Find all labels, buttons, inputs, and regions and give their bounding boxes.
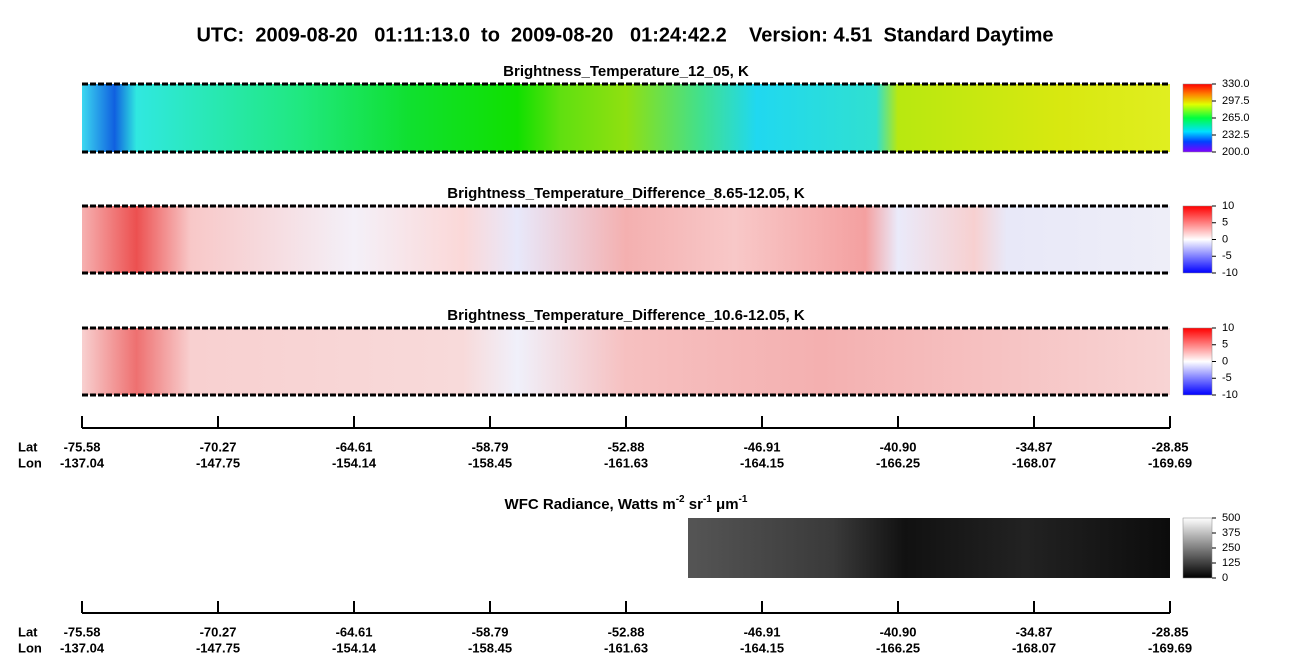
lon-label: -158.45 (468, 640, 512, 655)
colorbar-label: 330.0 (1222, 78, 1250, 90)
lat-label: -46.91 (744, 439, 781, 454)
colorbar-label: 125 (1222, 557, 1240, 569)
lat-label: -52.88 (608, 624, 645, 639)
axis-row-label: Lat (18, 439, 38, 454)
lon-label: -166.25 (876, 640, 920, 655)
page-title: UTC: 2009-08-20 01:11:13.0 to 2009-08-20… (196, 24, 1053, 46)
colorbar-label: 10 (1222, 322, 1234, 334)
lon-label: -168.07 (1012, 455, 1056, 470)
title-part: WFC Radiance, Watts m (505, 496, 676, 513)
lon-label: -154.14 (332, 455, 377, 470)
panel-title: Brightness_Temperature_Difference_8.65-1… (447, 185, 805, 202)
superscript: -2 (676, 494, 685, 505)
lat-label: -58.79 (472, 624, 509, 639)
lat-label: -40.90 (880, 439, 917, 454)
lat-label: -46.91 (744, 624, 781, 639)
colorbar-label: 250 (1222, 542, 1240, 554)
lon-label: -137.04 (60, 640, 105, 655)
lon-label: -164.15 (740, 640, 784, 655)
colorbar-label: 200.0 (1222, 146, 1250, 158)
lon-label: -137.04 (60, 455, 105, 470)
colorbar-label: 265.0 (1222, 112, 1250, 124)
lat-label: -34.87 (1016, 624, 1053, 639)
panel-title: Brightness_Temperature_Difference_10.6-1… (447, 307, 805, 324)
colorbar-label: 5 (1222, 339, 1228, 351)
colorbar-label: 0 (1222, 572, 1228, 584)
axis-row-label: Lat (18, 624, 38, 639)
colorbar-label: 375 (1222, 527, 1240, 539)
lon-label: -169.69 (1148, 455, 1192, 470)
colorbar-label: 500 (1222, 512, 1240, 524)
lat-label: -58.79 (472, 439, 509, 454)
lat-label: -34.87 (1016, 439, 1053, 454)
title-part: μm (712, 496, 739, 513)
panel-title: WFC Radiance, Watts m-2 sr-1 μm-1 (505, 494, 748, 513)
lat-label: -40.90 (880, 624, 917, 639)
image-strip (82, 328, 1170, 395)
colorbar-label: -5 (1222, 250, 1232, 262)
colorbar-label: -5 (1222, 372, 1232, 384)
colorbar-label: 5 (1222, 217, 1228, 229)
lat-label: -64.61 (336, 439, 373, 454)
superscript: -1 (703, 494, 712, 505)
axis-row-label: Lon (18, 640, 42, 655)
lat-label: -28.85 (1152, 439, 1189, 454)
lon-label: -168.07 (1012, 640, 1056, 655)
lon-label: -147.75 (196, 640, 240, 655)
lon-label: -147.75 (196, 455, 240, 470)
lat-label: -64.61 (336, 624, 373, 639)
lat-label: -70.27 (200, 624, 237, 639)
colorbar-label: 10 (1222, 200, 1234, 212)
axis-row-label: Lon (18, 455, 42, 470)
lon-label: -164.15 (740, 455, 784, 470)
lon-label: -154.14 (332, 640, 377, 655)
colorbar (1182, 205, 1213, 274)
lon-label: -161.63 (604, 455, 648, 470)
lat-label: -52.88 (608, 439, 645, 454)
colorbar-label: 0 (1222, 233, 1228, 245)
image-strip (82, 206, 1170, 273)
colorbar (1182, 83, 1213, 153)
panel-title: Brightness_Temperature_12_05, K (503, 63, 749, 80)
lon-label: -158.45 (468, 455, 512, 470)
image-strip (82, 84, 1170, 152)
colorbar (1182, 327, 1213, 396)
superscript: -1 (739, 494, 748, 505)
image-strip (688, 518, 1170, 578)
colorbar-label: 297.5 (1222, 95, 1250, 107)
colorbar (1182, 517, 1213, 579)
lat-label: -28.85 (1152, 624, 1189, 639)
lon-label: -169.69 (1148, 640, 1192, 655)
lat-label: -70.27 (200, 439, 237, 454)
lon-label: -161.63 (604, 640, 648, 655)
colorbar-label: 232.5 (1222, 129, 1250, 141)
title-part: sr (685, 496, 704, 513)
lon-label: -166.25 (876, 455, 920, 470)
colorbar-label: -10 (1222, 267, 1238, 279)
lat-label: -75.58 (64, 624, 101, 639)
colorbar-label: 0 (1222, 355, 1228, 367)
lat-label: -75.58 (64, 439, 101, 454)
colorbar-label: -10 (1222, 389, 1238, 401)
